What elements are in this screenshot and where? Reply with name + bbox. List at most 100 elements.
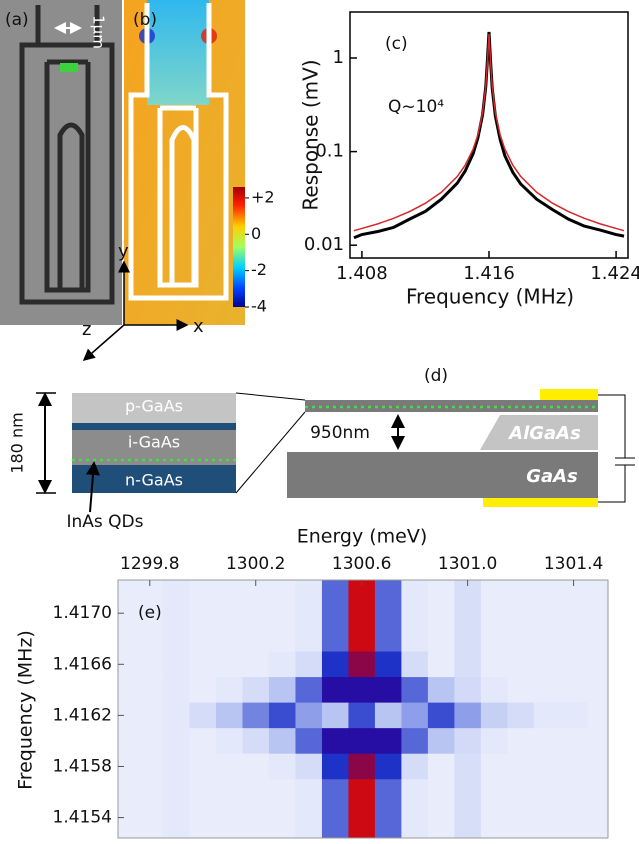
heatmap-cell: [401, 702, 429, 729]
heatmap-cell: [454, 804, 482, 839]
heatmap-cell: [374, 677, 402, 704]
colorbar-tick-label: -2: [251, 260, 267, 279]
heatmap-cell: [118, 625, 138, 653]
heatmap-cell: [560, 580, 588, 627]
heatmap-cell: [480, 651, 508, 678]
heatmap-cell: [427, 625, 455, 653]
heatmap-cell: [268, 651, 296, 678]
heatmap-cell: [480, 677, 508, 704]
heatmap-cell: [348, 804, 376, 839]
beam: [305, 400, 598, 412]
heatmap-cell: [348, 702, 376, 729]
data-line: [353, 34, 625, 232]
heatmap-cell: [454, 728, 482, 755]
heatmap-cell: [295, 728, 323, 755]
heatmap-cell: [163, 580, 191, 627]
heatmap-cell: [295, 651, 323, 678]
heatmap-cell: [268, 677, 296, 704]
substrate: [287, 452, 598, 498]
heatmap-cell: [136, 779, 164, 806]
panel-a: 1μm (a): [0, 0, 122, 325]
layer: [72, 430, 236, 465]
heatmap-cell: [533, 753, 561, 780]
heatmap-cell: [189, 580, 217, 627]
heatmap-cell: [242, 677, 270, 704]
heatmap-cell: [189, 651, 217, 678]
scale-label: 1μm: [90, 15, 108, 49]
heatmap-cell: [427, 753, 455, 780]
heatmap-cell: [533, 651, 561, 678]
heatmap-cell: [189, 753, 217, 780]
heatmap-cell: [268, 580, 296, 627]
heatmap-cell: [295, 804, 323, 839]
heatmap-cell: [533, 702, 561, 729]
heatmap-cell: [295, 580, 323, 627]
layer-label: p-GaAs: [125, 397, 183, 416]
y-tick-label: 0.1: [315, 141, 344, 162]
heatmap-cell: [533, 625, 561, 653]
heatmap-cell: [427, 651, 455, 678]
heatmap-cell: [507, 651, 535, 678]
zoom-line: [235, 392, 306, 401]
heatmap-cell: [118, 779, 138, 806]
heatmap-cell: [454, 625, 482, 653]
heatmap-cell: [507, 728, 535, 755]
heatmap-cell: [401, 580, 429, 627]
heatmap-cell: [374, 580, 402, 627]
x-tick-label: 1299.8: [120, 554, 179, 574]
heatmap-cell: [533, 728, 561, 755]
heatmap-cell: [268, 753, 296, 780]
y-tick-label: 1.4162: [53, 705, 112, 725]
heatmap-cell: [560, 728, 588, 755]
heatmap-cell: [216, 651, 243, 678]
heatmap-cell: [427, 580, 455, 627]
layer-label: AlGaAs: [507, 423, 581, 444]
heatmap-cell: [374, 702, 402, 729]
heatmap-cell: [163, 753, 191, 780]
heatmap-cell: [268, 702, 296, 729]
panel-label: (c): [385, 34, 408, 54]
heatmap-cell: [242, 651, 270, 678]
heatmap-cell: [216, 580, 243, 627]
heatmap-cell: [136, 651, 164, 678]
heatmap-cell: [118, 728, 138, 755]
layer-label: i-GaAs: [128, 433, 180, 452]
axis-label: x: [193, 316, 204, 337]
heatmap-cell: [401, 625, 429, 653]
heatmap-cell: [586, 804, 609, 839]
zoom-line: [235, 411, 306, 494]
heatmap-cell: [586, 625, 609, 653]
heatmap-cell: [216, 625, 243, 653]
heatmap-cell: [321, 677, 349, 704]
heatmap-cell: [136, 580, 164, 627]
y-tick-label: 1.4166: [53, 654, 112, 674]
heatmap-cell: [374, 804, 402, 839]
heatmap-cell: [242, 779, 270, 806]
heatmap-cell: [118, 753, 138, 780]
heatmap-cell: [480, 702, 508, 729]
heatmap-cell: [401, 753, 429, 780]
heatmap-cell: [427, 804, 455, 839]
heatmap-cell: [189, 677, 217, 704]
heatmap-cell: [295, 753, 323, 780]
heatmap-cell: [427, 728, 455, 755]
panel-label: (b): [133, 10, 157, 30]
heatmap-cell: [480, 728, 508, 755]
heatmap-cell: [507, 804, 535, 839]
heatmap-cell: [321, 580, 349, 627]
heatmap-cell: [374, 651, 402, 678]
heatmap-cell: [348, 779, 376, 806]
x-tick-label: 1300.2: [226, 554, 285, 574]
heatmap-cell: [163, 625, 191, 653]
colorbar-tick-label: -4: [251, 297, 267, 316]
heatmap-cell: [118, 580, 138, 627]
heatmap-cell: [586, 753, 609, 780]
electrode: [483, 498, 598, 507]
x-tick-label: 1300.6: [332, 554, 391, 574]
annotation: Q~10⁴: [388, 97, 444, 117]
heatmap-cell: [242, 580, 270, 627]
heatmap-cell: [586, 580, 609, 627]
heatmap-cell: [374, 753, 402, 780]
heatmap-cell: [507, 625, 535, 653]
heatmap-cell: [454, 779, 482, 806]
